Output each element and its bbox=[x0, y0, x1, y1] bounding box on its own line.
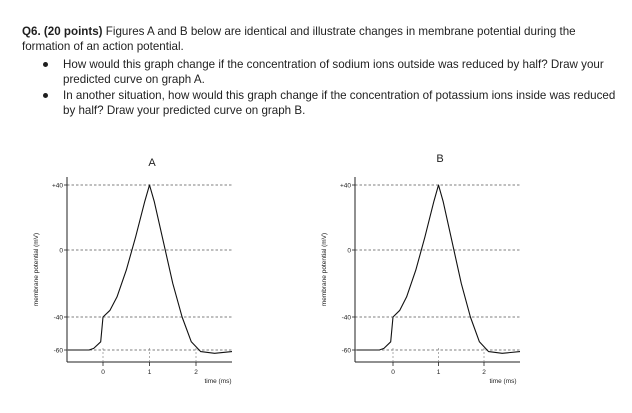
figure-label: A bbox=[148, 157, 156, 169]
action-potential-curve bbox=[68, 184, 233, 354]
y-tick-label: -40 bbox=[54, 315, 64, 322]
y-tick-label: 0 bbox=[59, 248, 63, 255]
figure-a: A +40 0 -40 -60 0 1 2 time (ms) membrane potentia… bbox=[33, 157, 233, 385]
y-tick-label: 0 bbox=[347, 248, 351, 255]
x-tick-label: 1 bbox=[437, 369, 441, 376]
bullet-item: In another situation, how would this gra… bbox=[22, 88, 622, 118]
question-text: Figures A and B below are identical and … bbox=[22, 25, 576, 53]
question-number: Q6. bbox=[22, 25, 41, 38]
x-tick-label: 0 bbox=[391, 369, 395, 376]
question-intro: Q6. (20 points) Figures A and B below ar… bbox=[22, 24, 622, 54]
figure-label: B bbox=[436, 153, 443, 165]
x-tick-label: 1 bbox=[148, 369, 152, 376]
bullet-item: How would this graph change if the conce… bbox=[22, 57, 622, 87]
y-tick-label: -40 bbox=[342, 315, 352, 322]
y-tick-label: +40 bbox=[340, 183, 351, 190]
x-axis-label: time (ms) bbox=[204, 378, 231, 385]
action-potential-curve bbox=[356, 184, 521, 354]
bullet-dot-icon bbox=[43, 93, 48, 98]
x-tick-label: 0 bbox=[101, 369, 105, 376]
question-block: Q6. (20 points) Figures A and B below ar… bbox=[22, 24, 622, 119]
bullet-text: In another situation, how would this gra… bbox=[63, 89, 616, 117]
y-tick-label: -60 bbox=[342, 348, 352, 355]
y-axis-label: membrane potential (mV) bbox=[33, 233, 40, 306]
y-axis-label: membrane potential (mV) bbox=[321, 233, 328, 306]
x-tick-label: 2 bbox=[482, 369, 486, 376]
y-tick-label: -60 bbox=[54, 348, 64, 355]
question-points: (20 points) bbox=[43, 25, 103, 38]
x-tick-label: 2 bbox=[194, 369, 198, 376]
y-tick-label: +40 bbox=[52, 183, 63, 190]
bullet-dot-icon bbox=[43, 62, 48, 67]
x-axis-label: time (ms) bbox=[489, 378, 516, 385]
question-bullets: How would this graph change if the conce… bbox=[22, 57, 622, 118]
bullet-text: How would this graph change if the conce… bbox=[63, 58, 604, 86]
